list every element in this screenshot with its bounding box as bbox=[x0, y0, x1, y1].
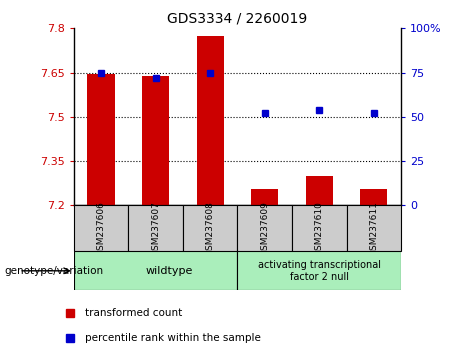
FancyBboxPatch shape bbox=[74, 251, 237, 290]
FancyBboxPatch shape bbox=[183, 205, 237, 251]
Bar bbox=[196, 36, 224, 205]
Text: GSM237607: GSM237607 bbox=[151, 201, 160, 256]
Text: GSM237610: GSM237610 bbox=[315, 201, 324, 256]
Bar bbox=[142, 76, 169, 205]
FancyBboxPatch shape bbox=[347, 205, 401, 251]
FancyBboxPatch shape bbox=[128, 205, 183, 251]
Text: GSM237609: GSM237609 bbox=[260, 201, 269, 256]
FancyBboxPatch shape bbox=[74, 205, 128, 251]
Text: wildtype: wildtype bbox=[146, 266, 193, 276]
Text: GSM237606: GSM237606 bbox=[96, 201, 106, 256]
Text: genotype/variation: genotype/variation bbox=[5, 266, 104, 276]
Text: GSM237608: GSM237608 bbox=[206, 201, 215, 256]
Text: GSM237611: GSM237611 bbox=[369, 201, 378, 256]
Bar bbox=[306, 176, 333, 205]
FancyBboxPatch shape bbox=[237, 205, 292, 251]
FancyBboxPatch shape bbox=[237, 251, 401, 290]
Bar bbox=[251, 189, 278, 205]
Title: GDS3334 / 2260019: GDS3334 / 2260019 bbox=[167, 12, 307, 26]
Bar bbox=[88, 74, 115, 205]
Bar bbox=[360, 189, 387, 205]
Text: activating transcriptional
factor 2 null: activating transcriptional factor 2 null bbox=[258, 260, 381, 282]
Text: percentile rank within the sample: percentile rank within the sample bbox=[85, 333, 261, 343]
Text: transformed count: transformed count bbox=[85, 308, 183, 318]
FancyBboxPatch shape bbox=[292, 205, 347, 251]
